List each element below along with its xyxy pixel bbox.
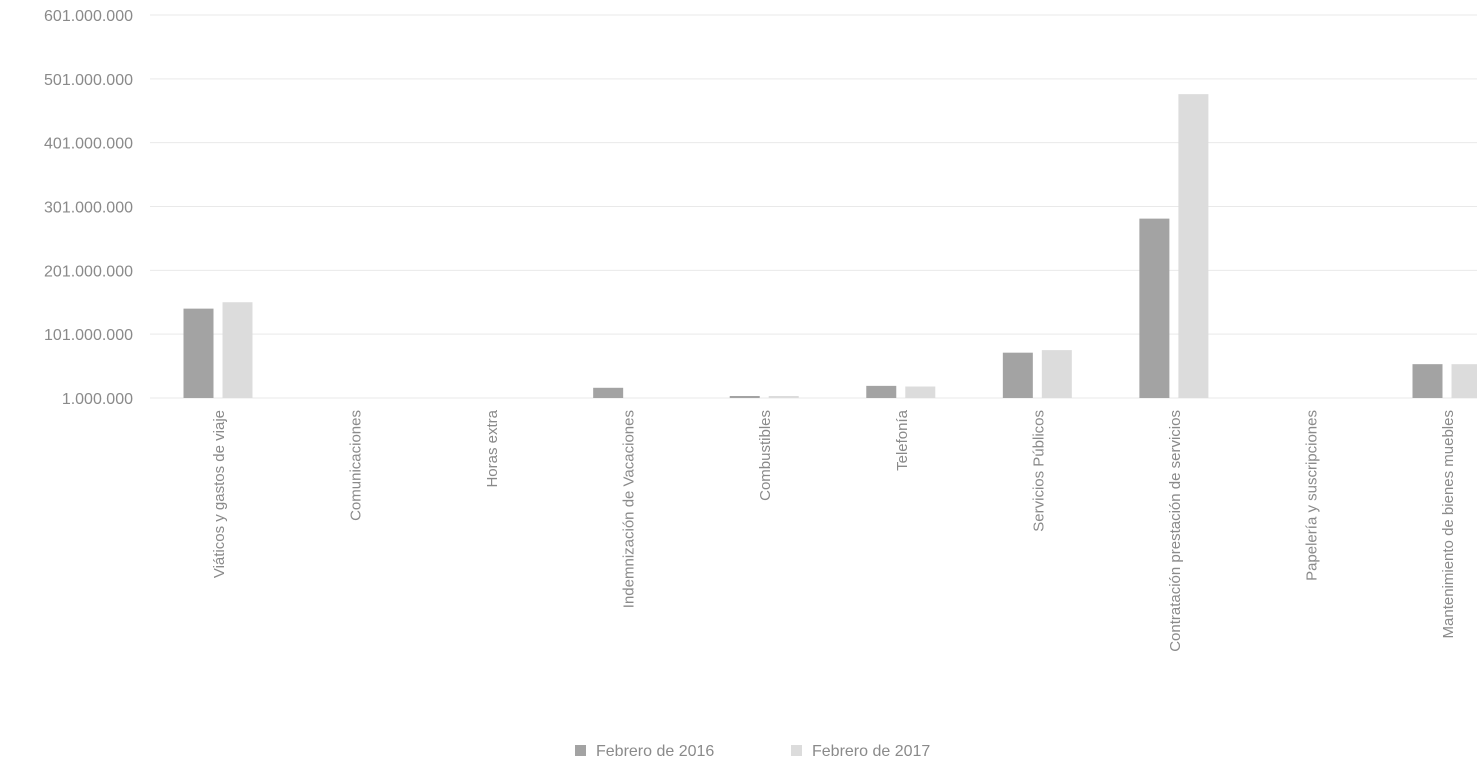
gridlines <box>150 14 1477 399</box>
x-axis-category-labels: Viáticos y gastos de viaje Comunicaciones… <box>211 409 1457 651</box>
legend: Febrero de 2016 Febrero de 2017 <box>575 743 930 760</box>
bar-series-1 <box>729 396 760 398</box>
legend-label-febrero-2016: Febrero de 2016 <box>596 743 714 760</box>
bar-series-1 <box>866 385 897 398</box>
bars <box>183 94 1477 399</box>
x-category-label: Comunicaciones <box>348 410 365 521</box>
y-tick-label: 1.000.000 <box>62 391 133 408</box>
x-category-label: Papelería y suscripciones <box>1303 410 1320 581</box>
legend-swatch-febrero-2017 <box>791 745 802 756</box>
bar-series-2 <box>768 396 799 398</box>
x-category-label: Viáticos y gastos de viaje <box>211 410 228 578</box>
bar-series-2 <box>1451 364 1477 398</box>
x-category-label: Indemnización de Vacaciones <box>621 410 638 608</box>
y-tick-label: 201.000.000 <box>44 263 133 280</box>
bar-series-1 <box>1412 364 1443 398</box>
x-category-label: Mantenimiento de bienes muebles <box>1440 410 1457 638</box>
bar-series-1 <box>593 387 624 398</box>
y-tick-label: 101.000.000 <box>44 327 133 344</box>
bar-series-2 <box>905 386 936 398</box>
bar-series-1 <box>1002 352 1033 398</box>
y-tick-label: 301.000.000 <box>44 200 133 217</box>
x-category-label: Horas extra <box>484 409 501 487</box>
x-category-label: Contratación prestación de servicios <box>1167 410 1184 652</box>
bar-series-1 <box>183 308 214 398</box>
y-tick-label: 401.000.000 <box>44 136 133 153</box>
x-category-label: Servicios Públicos <box>1030 410 1047 532</box>
bar-series-1 <box>1139 218 1170 398</box>
x-category-label: Combustibles <box>757 410 774 501</box>
y-tick-label: 601.000.000 <box>44 8 133 25</box>
x-category-label: Telefonía <box>894 409 911 471</box>
bar-series-2 <box>1178 94 1209 399</box>
y-axis-tick-labels: 1.000.000 101.000.000 201.000.000 301.000.0… <box>44 8 133 408</box>
bar-series-2 <box>222 302 253 398</box>
y-tick-label: 501.000.000 <box>44 72 133 89</box>
legend-swatch-febrero-2016 <box>575 745 586 756</box>
bar-series-2 <box>1041 350 1072 398</box>
legend-label-febrero-2017: Febrero de 2017 <box>812 743 930 760</box>
